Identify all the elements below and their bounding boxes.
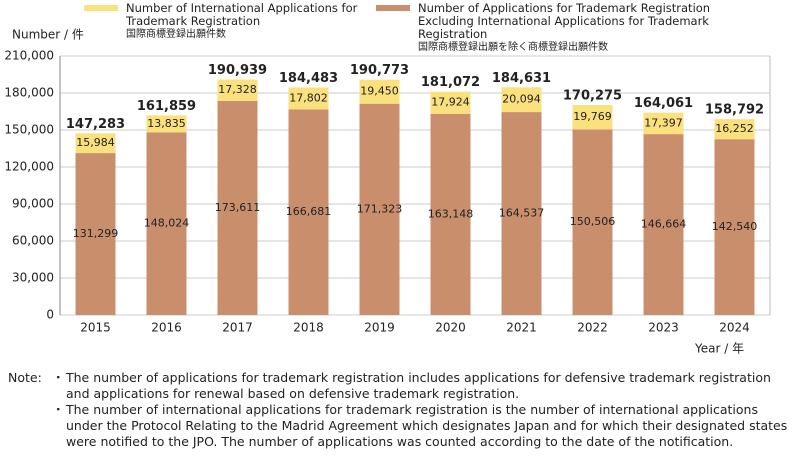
total-label: 184,631 (492, 71, 551, 86)
total-label: 181,072 (421, 75, 480, 90)
bar-segment (359, 79, 400, 104)
bar-segment (75, 153, 116, 315)
x-tick-label: 2018 (293, 321, 324, 335)
segment-label: 17,328 (218, 83, 257, 96)
segment-label: 146,664 (641, 218, 687, 231)
x-tick-label: 2021 (506, 321, 537, 335)
bar-segment (572, 129, 613, 315)
segment-label: 173,611 (215, 201, 261, 214)
bar-segment (643, 112, 684, 135)
total-label: 170,275 (563, 88, 622, 103)
note-item: The number of international applications… (52, 402, 794, 450)
bar-segment (501, 112, 542, 315)
total-label: 190,939 (208, 63, 267, 78)
segment-label: 13,835 (147, 117, 186, 130)
bar-segment (572, 104, 613, 130)
bar-segment (643, 134, 684, 315)
y-tick-label: 180,000 (4, 86, 54, 100)
x-axis-label: Year / 年 (694, 342, 744, 356)
bar-segment (430, 113, 471, 315)
segment-label: 19,450 (360, 85, 399, 98)
bar-segment (75, 133, 116, 154)
x-tick-label: 2020 (435, 321, 466, 335)
y-tick-label: 60,000 (12, 234, 54, 248)
legend-item: Number of Applications for Trademark Reg… (376, 1, 750, 54)
x-tick-label: 2017 (222, 321, 253, 335)
note-label: Note: (8, 370, 42, 385)
bar-segment (146, 132, 187, 315)
segment-label: 17,924 (431, 96, 470, 109)
x-tick-label: 2015 (80, 321, 111, 335)
x-tick-label: 2019 (364, 321, 395, 335)
bar-segment (430, 91, 471, 114)
legend-label: Number of International Applications for… (126, 1, 358, 28)
y-tick-label: 210,000 (4, 49, 54, 63)
segment-label: 148,024 (144, 217, 190, 230)
segment-label: 15,984 (76, 136, 115, 149)
segment-label: 142,540 (712, 220, 758, 233)
legend-label-ja: 国際商標登録出願を除く商標登録出願件数 (418, 42, 608, 53)
segment-label: 163,148 (428, 207, 474, 220)
total-label: 161,859 (137, 99, 196, 114)
legend-swatch (84, 5, 118, 11)
segment-label: 164,537 (499, 207, 545, 220)
bar-segment (288, 109, 329, 316)
total-label: 190,773 (350, 63, 409, 78)
bar-segment (714, 119, 755, 140)
segment-label: 150,506 (570, 215, 616, 228)
bar-segment (501, 87, 542, 113)
bar-segment (359, 103, 400, 315)
legend-item: Number of International Applications for… (84, 1, 368, 41)
segment-label: 17,397 (644, 116, 683, 129)
y-tick-label: 30,000 (12, 271, 54, 285)
total-label: 164,061 (634, 96, 693, 111)
segment-label: 16,252 (715, 122, 754, 135)
bar-segment (217, 79, 258, 101)
chart: Number / 件 Year / 年 0 30,000 60,000 90,000 1… (4, 28, 771, 356)
segment-label: 19,769 (573, 110, 612, 123)
segment-label: 17,802 (289, 91, 328, 104)
legend-label-ja: 国際商標登録出願件数 (126, 29, 226, 40)
total-label: 158,792 (705, 103, 764, 118)
bar-segment (146, 115, 187, 133)
x-tick-label: 2024 (719, 321, 750, 335)
notes: Note: The number of applications for tra… (8, 370, 794, 450)
legend-label: Number of Applications for Trademark Reg… (418, 1, 711, 41)
bar-segment (217, 100, 258, 316)
y-tick-label: 150,000 (4, 123, 54, 137)
y-axis-label: Number / 件 (12, 28, 84, 42)
segment-label: 171,323 (357, 202, 403, 215)
y-tick-label: 0 (46, 308, 54, 322)
x-tick-label: 2022 (577, 321, 608, 335)
bar-segment (714, 139, 755, 315)
note-item: The number of applications for trademark… (52, 370, 794, 402)
segment-label: 20,094 (502, 93, 541, 106)
legend-swatch (376, 5, 410, 11)
x-tick-label: 2016 (151, 321, 182, 335)
x-tick-label: 2023 (648, 321, 679, 335)
y-tick-label: 90,000 (12, 197, 54, 211)
bar-segment (288, 87, 329, 110)
y-tick-label: 120,000 (4, 160, 54, 174)
total-label: 147,283 (66, 117, 125, 132)
segment-label: 166,681 (286, 205, 332, 218)
total-label: 184,483 (279, 71, 338, 86)
segment-label: 131,299 (73, 227, 119, 240)
